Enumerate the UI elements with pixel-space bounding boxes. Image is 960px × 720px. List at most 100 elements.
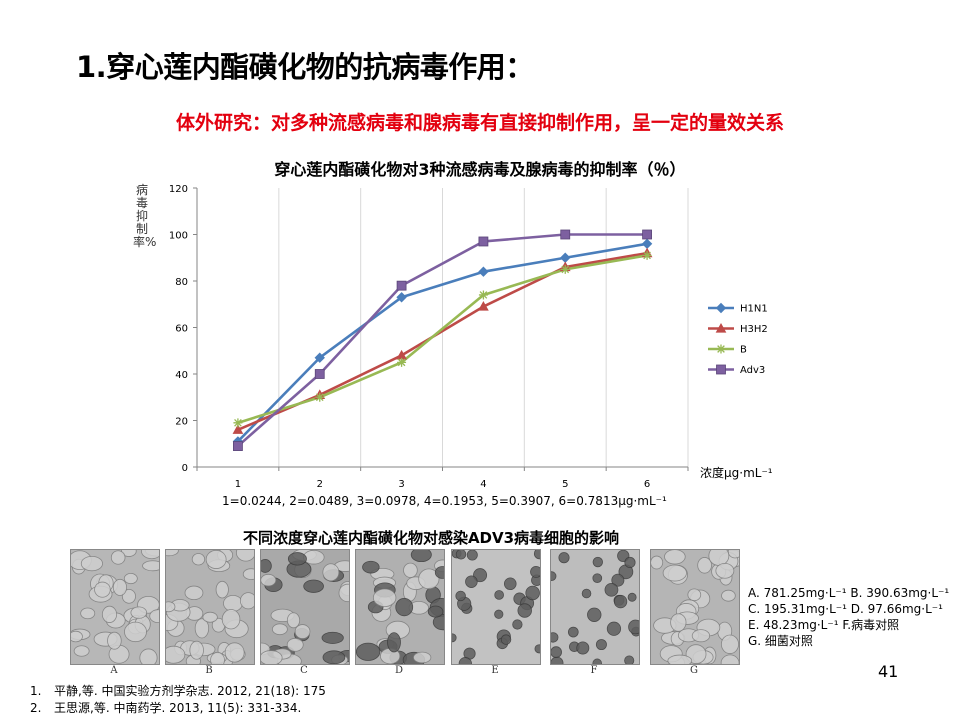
cell-shape	[517, 603, 532, 618]
cell-shape	[465, 575, 478, 588]
data-point-h3h2	[478, 301, 489, 311]
cell-shape	[322, 563, 340, 582]
cell-shape	[567, 626, 579, 638]
data-point-h1n1	[396, 292, 407, 303]
cell-shape	[494, 590, 504, 600]
micrograph-legend: A. 781.25mg·L⁻¹ B. 390.63mg·L⁻¹ C. 195.3…	[748, 585, 949, 649]
cell-shape	[112, 578, 128, 596]
micrograph-cells	[252, 548, 358, 669]
cell-shape	[595, 639, 607, 651]
cell-shape	[80, 555, 103, 572]
x-tick-label: 3	[398, 479, 404, 490]
cell-shape	[286, 637, 304, 652]
cell-shape	[613, 594, 628, 609]
micrograph-cells	[67, 543, 169, 668]
star-marker-stroke	[716, 344, 726, 354]
x-tick-label: 4	[480, 479, 486, 490]
cell-shape	[494, 609, 504, 619]
micrograph-panel	[546, 549, 643, 670]
cell-shape	[500, 634, 512, 645]
cell-shape	[624, 556, 636, 569]
data-point-h1n1	[641, 238, 653, 250]
micrograph-label: B	[205, 665, 213, 676]
cell-shape	[107, 631, 122, 650]
micrograph-panel	[158, 543, 260, 669]
chart-grid	[278, 188, 689, 467]
cell-shape	[624, 655, 635, 666]
micrograph-legend-line: A. 781.25mg·L⁻¹ B. 390.63mg·L⁻¹	[748, 586, 950, 600]
cell-shape	[221, 609, 241, 630]
cell-shape	[592, 573, 603, 584]
micrograph-panel	[67, 543, 169, 668]
y-tick-label: 0	[182, 463, 188, 474]
cell-shape	[715, 562, 735, 579]
cell-shape	[525, 585, 540, 601]
data-point-adv3	[233, 441, 243, 451]
micrograph-label: C	[300, 665, 308, 676]
data-point-adv3	[314, 369, 325, 379]
cell-shape	[205, 549, 227, 569]
cell-shape	[224, 642, 245, 663]
x-tick-label: 6	[644, 479, 650, 490]
cell-shape	[191, 553, 206, 566]
cell-shape	[611, 573, 625, 587]
cell-shape	[124, 621, 147, 643]
cell-shape	[691, 629, 711, 643]
micrograph-cells	[650, 544, 745, 672]
cell-shape	[303, 579, 324, 593]
data-point-adv3	[560, 229, 571, 240]
cell-shape	[287, 552, 307, 566]
micrograph-label: F	[590, 665, 598, 676]
cell-shape	[239, 592, 257, 610]
data-point-h1n1	[478, 266, 489, 277]
star-marker-stroke	[478, 290, 488, 300]
cell-shape	[473, 568, 488, 583]
reference-number: 1.	[30, 684, 42, 698]
series-line-adv3	[237, 233, 648, 448]
cell-shape	[550, 646, 562, 658]
cell-shape	[447, 633, 457, 643]
cell-shape	[627, 592, 637, 602]
cell-shape	[110, 550, 126, 565]
micrograph-cells	[158, 543, 260, 669]
chart-axes: 0 20 40 60 80 100 120 1 2 3 4 5 6	[169, 184, 689, 490]
cell-shape	[395, 597, 414, 617]
data-point-b	[560, 264, 570, 274]
y-tick-label: 80	[175, 277, 188, 288]
cell-shape	[667, 654, 693, 667]
page-number: 41	[878, 662, 899, 681]
cell-shape	[576, 641, 590, 655]
micrograph-cells	[546, 549, 643, 670]
cell-shape	[548, 632, 559, 643]
micrograph-panel	[447, 547, 546, 671]
cell-shape	[455, 590, 466, 602]
data-point-adv3	[396, 280, 407, 291]
cell-shape	[413, 651, 432, 664]
cell-shape	[604, 582, 619, 597]
cell-shape	[355, 642, 381, 661]
cell-shape	[321, 631, 344, 644]
cell-shape	[581, 588, 592, 599]
cell-shape	[101, 605, 118, 623]
star-marker-stroke	[397, 357, 407, 367]
cell-shape	[130, 606, 148, 619]
images-title: 不同浓度穿心莲内酯磺化物对感染ADV3病毒细胞的影响	[242, 529, 620, 547]
cell-shape	[628, 619, 643, 635]
cell-shape	[158, 545, 179, 557]
legend-label: H3H2	[740, 324, 768, 335]
chart-y-axis-label: 病毒抑制率%	[133, 183, 157, 249]
cell-shape	[592, 658, 602, 669]
cell-shape	[94, 581, 111, 598]
y-tick-label: 40	[175, 370, 188, 381]
x-tick-label: 2	[317, 479, 323, 490]
cell-shape	[68, 630, 83, 643]
legend-label: Adv3	[740, 365, 765, 376]
reference-text: 平静,等. 中国实验方剂学杂志. 2012, 21(18): 175	[54, 684, 326, 698]
micrograph-label: D	[394, 665, 404, 676]
star-marker-stroke	[642, 250, 652, 260]
cell-shape	[664, 549, 686, 565]
y-tick-label: 20	[175, 417, 188, 428]
legend-marker-h3h2	[715, 322, 727, 333]
cell-shape	[670, 613, 687, 632]
cell-shape	[73, 645, 90, 657]
